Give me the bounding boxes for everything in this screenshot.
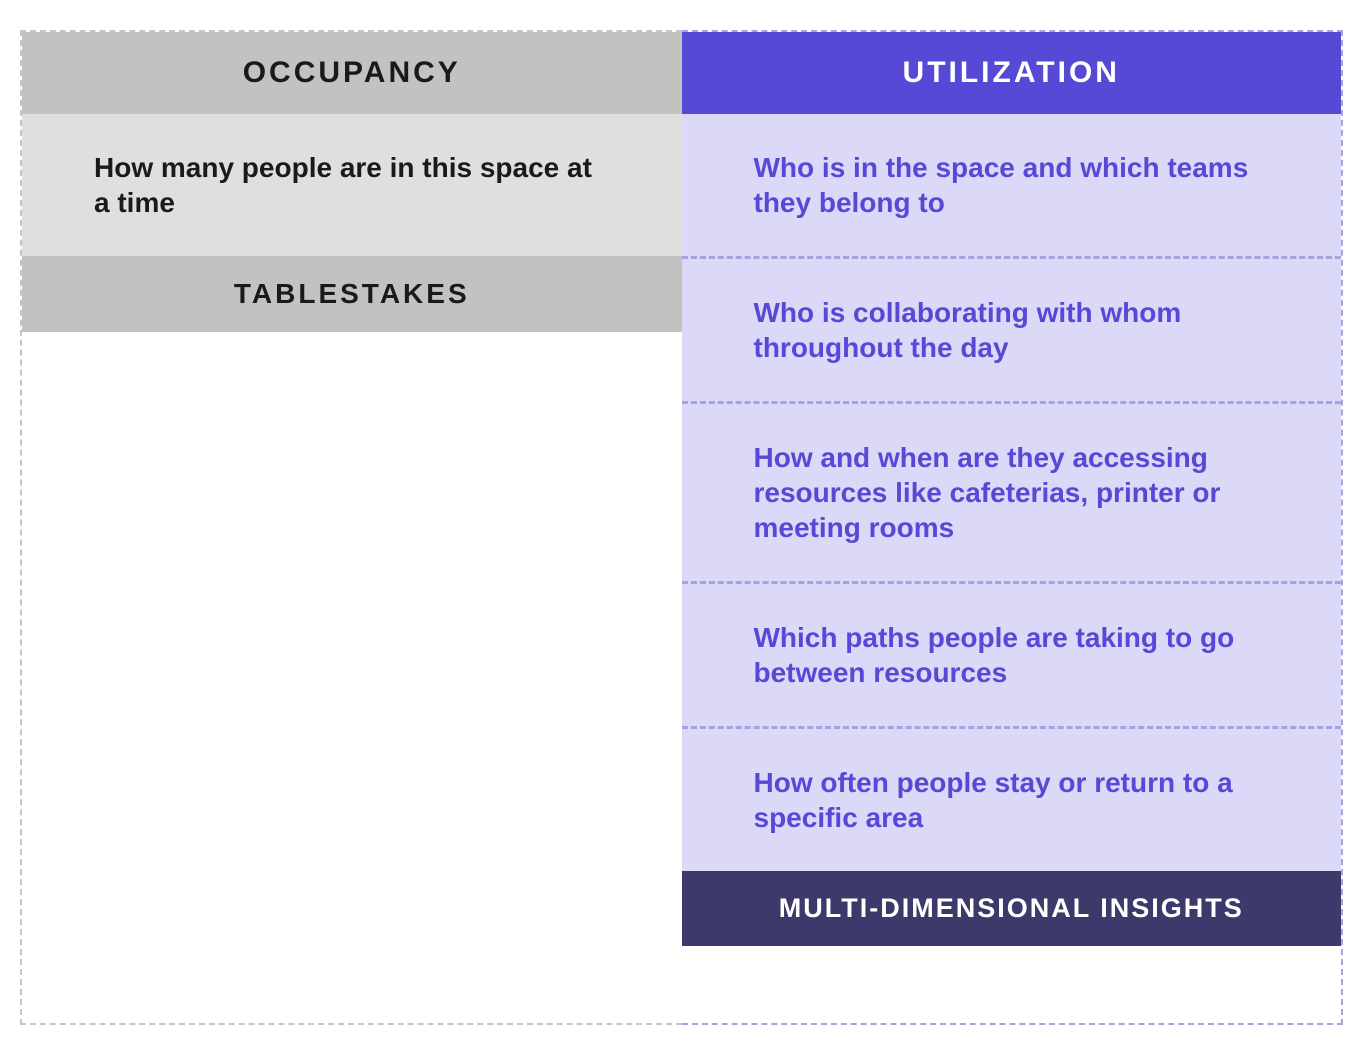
utilization-item-1: Who is collaborating with whom throughou…	[682, 259, 1342, 404]
utilization-column: UTILIZATION Who is in the space and whic…	[682, 30, 1344, 1025]
occupancy-column: OCCUPANCY How many people are in this sp…	[20, 30, 682, 1025]
comparison-diagram: OCCUPANCY How many people are in this sp…	[20, 30, 1343, 1025]
occupancy-footer: TABLESTAKES	[22, 256, 682, 332]
utilization-footer: MULTI-DIMENSIONAL INSIGHTS	[682, 871, 1342, 946]
utilization-header: UTILIZATION	[682, 32, 1342, 114]
occupancy-header: OCCUPANCY	[22, 32, 682, 114]
utilization-item-0: Who is in the space and which teams they…	[682, 114, 1342, 259]
occupancy-body: How many people are in this space at a t…	[22, 114, 682, 256]
occupancy-spacer	[22, 332, 682, 1023]
utilization-item-4: How often people stay or return to a spe…	[682, 729, 1342, 871]
utilization-item-2: How and when are they accessing resource…	[682, 404, 1342, 584]
utilization-item-3: Which paths people are taking to go betw…	[682, 584, 1342, 729]
